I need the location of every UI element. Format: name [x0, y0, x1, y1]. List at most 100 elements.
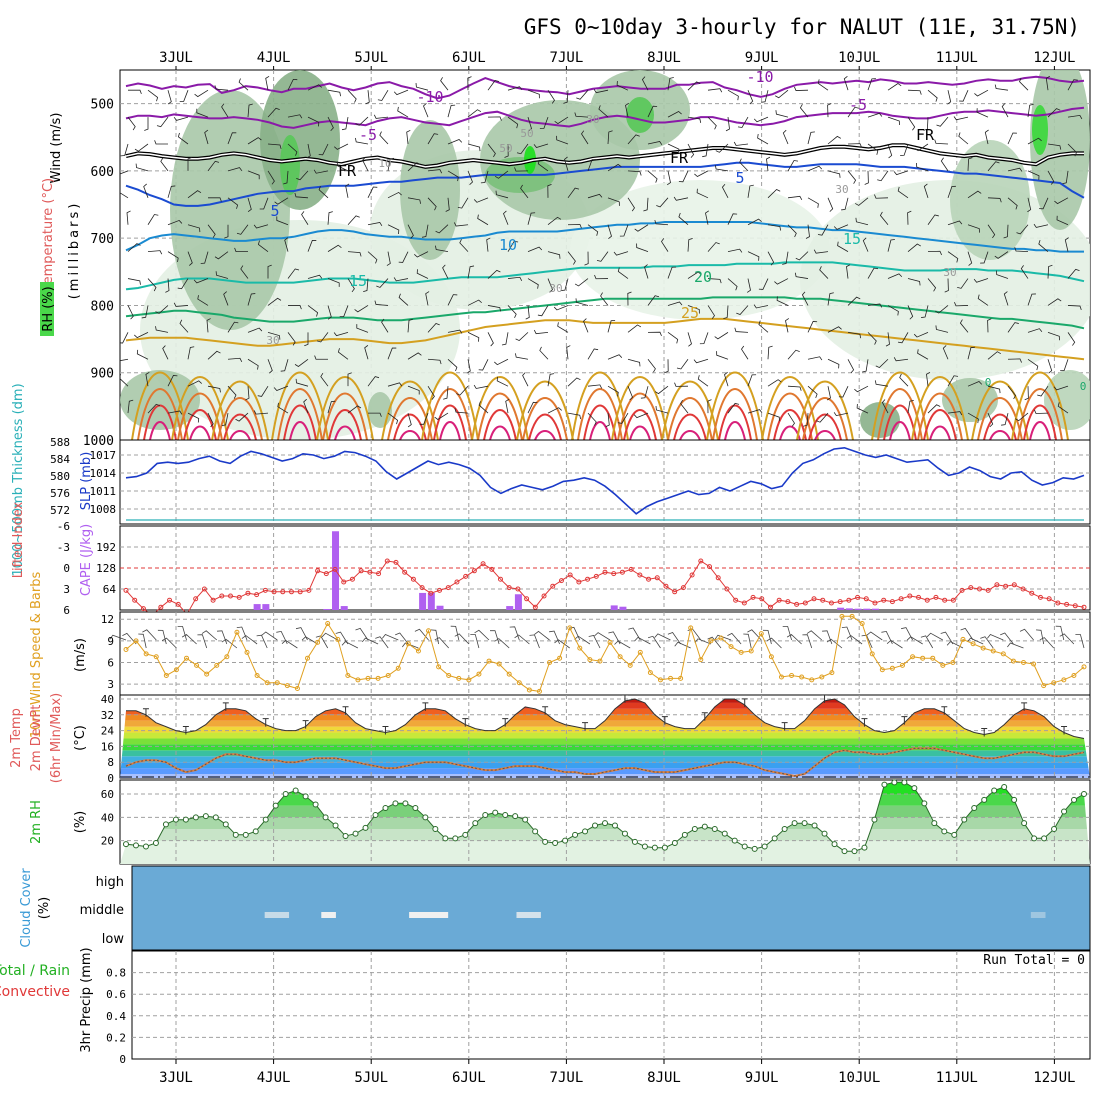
wind-barb-41-8 — [935, 305, 949, 314]
wind-barb-9-9 — [304, 332, 309, 347]
slp-grid — [120, 440, 1090, 524]
wind-barb-15-2 — [427, 133, 439, 145]
rh-point-89 — [1011, 796, 1018, 803]
wind-speed-point-32 — [446, 673, 452, 679]
wind-barb-40-12 — [927, 404, 941, 414]
temperature-contour-label-0: -10 — [416, 88, 443, 106]
wind-barb-25-9 — [627, 324, 642, 333]
wind-barb-40-2 — [914, 143, 929, 152]
wind-speed-point-56 — [688, 625, 694, 631]
wind-barb-25-11 — [627, 386, 633, 401]
wind-barb-38-3 — [877, 170, 889, 182]
rh-shade-10 — [950, 140, 1030, 260]
lifted-index-point-93 — [933, 594, 939, 600]
wind-tick-1: 9 — [107, 635, 114, 648]
warm-spike-10-0 — [611, 376, 669, 440]
wind-barb-44-11 — [1007, 385, 1017, 400]
temperature-contour-label-5: FR — [670, 149, 689, 167]
wind-barb-24-4 — [607, 197, 620, 206]
wind-barb-14-11 — [407, 385, 420, 395]
wind-barb-34-1 — [799, 104, 809, 118]
wind-barb-11-11 — [347, 372, 352, 387]
temp-series — [125, 694, 1085, 778]
wind-barb-16-10 — [447, 358, 458, 372]
wind10m-barb-50 — [614, 640, 631, 649]
wind-barb-32-2 — [757, 133, 769, 145]
upper-air-wind-barbs — [120, 75, 1083, 428]
warm-spike-2-3 — [229, 430, 251, 440]
wind-barb-41-2 — [934, 139, 949, 145]
wind-barb-3-5 — [187, 224, 201, 233]
wind-barb-37-6 — [862, 237, 869, 252]
wind-barb-45-11 — [1024, 386, 1029, 401]
wind-barb-8-10 — [280, 359, 289, 372]
rh-contour-label-6: 50 — [499, 142, 512, 155]
wind-barb-17-5 — [453, 222, 469, 227]
wind10m-barb-7 — [181, 634, 197, 645]
wind-speed-point-84 — [970, 641, 976, 647]
wind-speed-point-89 — [1020, 660, 1026, 666]
rh-point-19 — [312, 801, 319, 808]
rh-shade-8 — [400, 120, 460, 260]
rh-point-55 — [671, 840, 678, 846]
wind-barb-29-9 — [699, 332, 709, 345]
wind-barb-3-10 — [187, 346, 195, 360]
lifted-index-point-82 — [837, 599, 843, 605]
wind-barb-9-5 — [301, 211, 309, 225]
precip-tick-2: 0.4 — [106, 1010, 126, 1023]
wind-barb-25-7 — [617, 267, 629, 279]
wind-barb-0-4 — [120, 192, 129, 199]
wind-barb-27-1 — [667, 111, 682, 118]
wind-barb-34-2 — [807, 131, 815, 145]
warm-spike-0-0 — [131, 371, 189, 440]
wind-barb-33-12 — [787, 412, 795, 427]
wind-barb-29-8 — [707, 305, 715, 319]
wind-barb-46-11 — [1037, 385, 1049, 397]
wind-barb-46-9 — [1047, 331, 1060, 341]
wind-barb-35-8 — [827, 292, 834, 306]
rh-contour-label-8: 0 — [985, 376, 992, 389]
wind-barb-37-8 — [867, 303, 883, 308]
upper-air-low-isotherms — [131, 371, 1069, 440]
wind10m-panel: 12 9 6 3 10m Wind Speed & Barbs (m/s) — [29, 572, 1091, 738]
wind-barb-38-7 — [887, 273, 903, 279]
wind-speed-point-52 — [647, 670, 653, 676]
wind-barb-40-0 — [927, 89, 938, 102]
precip-tick-3: 0.2 — [106, 1031, 126, 1044]
cape-bar-16 — [871, 608, 879, 610]
temp-axis: 40 32 24 16 8 0 — [101, 693, 115, 785]
wind-barb-26-0 — [641, 76, 649, 91]
isotherm-1 — [125, 106, 1085, 129]
rh-point-12 — [242, 831, 249, 838]
rh-contour-label-7: 50 — [520, 127, 533, 140]
lifted-index-point-16 — [262, 587, 268, 593]
wind-speed-point-30 — [426, 628, 432, 634]
minmax-marker-38 — [502, 718, 509, 727]
cape-bar-0 — [253, 604, 261, 610]
wind-barb-14-7 — [393, 277, 409, 282]
bottom-date-label-2: 5JUL — [354, 1070, 388, 1086]
precip-tick-0: 0.8 — [106, 967, 126, 980]
warm-spike-6-2 — [433, 404, 467, 440]
wind-speed-point-36 — [486, 658, 492, 664]
wind10m-barb-3 — [142, 629, 157, 641]
wind-barb-5-1 — [221, 103, 229, 118]
rh-point-17 — [292, 787, 299, 794]
wind-speed-point-25 — [375, 675, 381, 681]
rh-point-71 — [831, 841, 838, 848]
cloud-patches — [264, 912, 1046, 918]
cloud-level-high: high — [96, 875, 124, 890]
wind-barb-6-6 — [234, 247, 248, 253]
wind-panel-background — [119, 611, 1091, 696]
wind10m-barb-90 — [1019, 628, 1034, 641]
lifted-index-point-63 — [672, 589, 678, 595]
wind-barb-6-9 — [247, 327, 263, 333]
wind-barb-28-7 — [687, 271, 702, 279]
wind-barb-11-1 — [341, 117, 349, 131]
wind-barb-20-4 — [520, 184, 529, 199]
rh-point-31 — [432, 826, 439, 832]
wind-barb-7-2 — [267, 143, 282, 149]
rh-point-16 — [282, 791, 289, 797]
temperature-contour-label-9: 10 — [499, 236, 517, 254]
rh-axis: 60 40 20 — [101, 788, 114, 848]
